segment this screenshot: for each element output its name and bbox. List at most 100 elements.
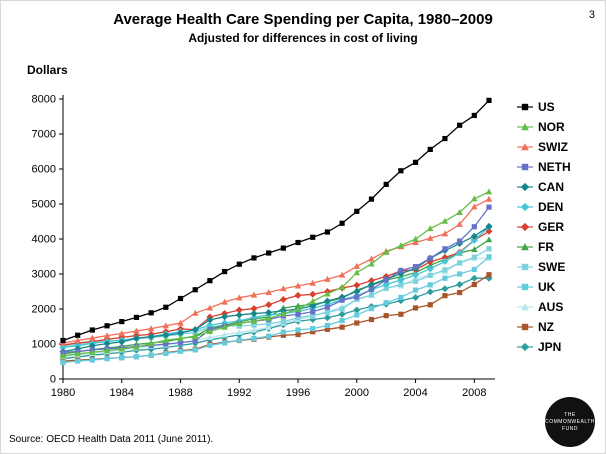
legend-glyph-SWE [521,263,529,271]
marker-NETH [398,267,404,274]
x-tick-label: 1988 [168,387,192,399]
marker-CAN [235,311,243,319]
legend-glyph-CAN [520,182,530,192]
page-number: 3 [588,9,595,21]
marker-UK [383,300,389,306]
marker-US [339,220,345,226]
marker-DEN [441,257,449,265]
marker-NETH [383,277,389,283]
legend-label-US: US [538,100,555,114]
marker-SWIZ [177,319,184,326]
marker-JPN [323,314,331,322]
marker-NZ [427,302,433,308]
marker-SWE [457,260,463,266]
marker-GER [441,254,449,262]
marker-US [192,287,198,293]
marker-US [471,112,477,119]
marker-DEN [382,280,390,289]
marker-NETH [339,297,345,303]
marker-SWE [310,312,316,318]
marker-CAN [132,334,140,342]
marker-UK [339,317,345,324]
marker-JPN [470,274,478,282]
x-tick-label: 1984 [110,387,134,399]
marker-NOR [382,248,390,255]
marker-UK [310,326,316,332]
marker-UK [177,348,184,354]
marker-SWE [412,278,419,284]
marker-UK [295,327,301,333]
marker-NETH [471,224,477,230]
marker-GER [235,306,243,314]
marker-US [119,319,125,325]
marker-SWIZ [324,275,331,282]
y-tick-label: 8000 [32,94,56,106]
marker-SWIZ [221,298,228,305]
marker-SWIZ [74,337,81,344]
marker-NETH [368,286,375,292]
marker-JPN [338,310,346,318]
marker-NOR [103,347,111,354]
marker-UK [412,287,419,293]
marker-NETH [163,341,169,347]
legend-item-NOR: NOR [517,117,571,137]
legend-marker-GER [517,222,533,232]
marker-SWIZ [147,325,155,332]
marker-CAN [103,340,111,348]
legend-item-AUS: AUS [517,297,571,317]
marker-NETH [177,340,184,346]
legend-marker-JPN [517,342,533,352]
marker-SWE [339,306,345,312]
marker-NETH [427,255,433,261]
x-tick-label: 1996 [286,387,310,399]
marker-US [354,208,360,214]
legend-marker-DEN [517,202,533,212]
marker-CAN [265,308,273,317]
marker-US [221,268,228,275]
marker-NZ [383,313,389,319]
marker-SWIZ [191,309,199,316]
marker-JPN [456,280,464,289]
legend-marker-NOR [517,123,533,131]
legend-label-AUS: AUS [538,300,564,314]
x-tick-label: 2008 [462,387,486,399]
marker-SWE [383,285,389,291]
legend-marker-FR [517,243,533,251]
marker-NETH [412,264,419,270]
chart-title: Average Health Care Spending per Capita,… [113,11,493,28]
marker-CAN [367,280,375,289]
marker-SWE [236,323,242,329]
marker-NOR [485,188,493,195]
marker-SWIZ [133,327,140,334]
marker-SWIZ [294,282,302,289]
legend-item-NETH: NETH [517,157,571,177]
marker-NZ [368,316,375,323]
legend-label-CAN: CAN [538,180,564,194]
legend-marker-SWIZ [517,143,533,151]
marker-NZ [457,289,463,296]
marker-SWIZ [236,294,243,301]
y-tick-label: 0 [50,374,56,386]
marker-US [104,323,110,329]
marker-UK [442,275,448,281]
marker-SWIZ [103,332,111,339]
legend-label-NOR: NOR [538,120,565,134]
legend-glyph-FR [521,243,529,251]
legend-label-NZ: NZ [538,320,554,334]
marker-NOR [353,269,361,276]
marker-US [295,239,301,246]
marker-NOR [59,352,67,359]
marker-NOR [177,335,184,341]
marker-NOR [397,242,405,249]
legend-glyph-JPN [520,342,530,352]
marker-SWE [427,272,433,278]
marker-CAN [221,313,229,321]
marker-NOR [265,315,272,322]
marker-GER [353,281,361,289]
legend-item-FR: FR [517,237,571,257]
marker-UK [251,335,257,341]
marker-NZ [442,293,448,299]
y-tick-label: 3000 [32,269,56,281]
marker-NOR [309,297,316,304]
legend-glyph-US [521,103,529,111]
